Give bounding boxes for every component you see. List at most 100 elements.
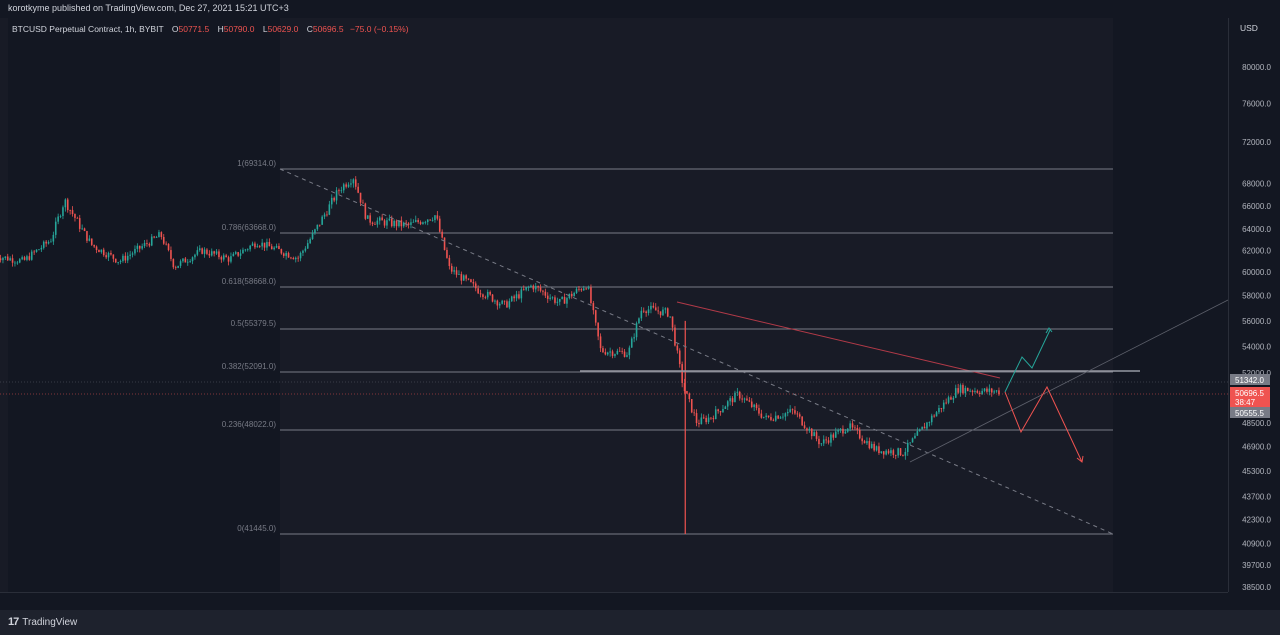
candle xyxy=(441,229,443,239)
candle xyxy=(686,390,688,394)
candle-body xyxy=(753,404,755,408)
tradingview-logo[interactable]: 17 TradingView xyxy=(8,616,77,628)
candle xyxy=(755,402,758,411)
candle-body xyxy=(0,258,2,261)
tv-brand-name: TradingView xyxy=(22,616,78,628)
candle xyxy=(645,310,647,317)
candle-body xyxy=(726,401,729,407)
candle xyxy=(573,291,575,297)
candle-body xyxy=(998,390,1000,395)
candle-body xyxy=(136,245,139,249)
candle-body xyxy=(280,249,283,254)
price-axis[interactable] xyxy=(1228,18,1280,592)
candle-body xyxy=(700,417,703,425)
candle xyxy=(926,421,928,431)
candle xyxy=(95,245,98,254)
candle-body xyxy=(592,303,595,311)
candle-body xyxy=(222,255,225,260)
candle xyxy=(726,400,729,411)
candle xyxy=(136,243,139,253)
fib-level-label: 1(69314.0) xyxy=(237,159,276,168)
candle xyxy=(995,389,998,393)
candle-body xyxy=(803,425,806,429)
candle-body xyxy=(342,184,345,191)
candle-body xyxy=(302,250,304,253)
candle-body xyxy=(81,228,83,230)
candle-body xyxy=(815,432,818,439)
candle-body xyxy=(414,220,417,222)
candle xyxy=(868,437,871,450)
candle xyxy=(186,258,189,266)
candle xyxy=(340,186,343,194)
candle xyxy=(746,395,748,401)
candle xyxy=(974,387,976,394)
candle xyxy=(832,432,835,441)
candle-body xyxy=(674,327,676,346)
candle xyxy=(707,413,710,425)
candle-body xyxy=(62,207,64,217)
candle-body xyxy=(722,409,724,413)
pre-range-shade xyxy=(8,18,280,592)
candle-body xyxy=(513,296,515,299)
bearish-arrow-head xyxy=(1076,455,1084,463)
candle xyxy=(621,347,623,355)
candle xyxy=(54,217,57,239)
candle-body xyxy=(810,428,813,437)
candle xyxy=(712,415,715,423)
candle xyxy=(273,246,275,251)
candle-body xyxy=(162,236,165,244)
candle-body xyxy=(472,282,475,284)
candle-body xyxy=(918,429,921,432)
footer-bar xyxy=(0,610,1280,635)
candle xyxy=(393,219,395,228)
drawings[interactable] xyxy=(0,168,1229,535)
candle-body xyxy=(158,232,160,238)
candle-body xyxy=(885,450,887,455)
candle xyxy=(369,212,371,226)
candle-body xyxy=(585,288,587,290)
candle-body xyxy=(971,390,974,392)
candle xyxy=(364,202,367,221)
candle xyxy=(722,404,724,413)
candle-body xyxy=(693,412,695,414)
candle xyxy=(302,249,304,257)
symbol-name: BTCUSD Perpetual Contract, 1h, BYBIT xyxy=(12,24,164,34)
candle-body xyxy=(11,258,14,263)
candle-body xyxy=(354,179,357,187)
candle xyxy=(947,395,950,405)
fib-retracement[interactable]: 1(69314.0) 0.786(63668.0) 0.618(58668.0) 0.… xyxy=(222,159,1113,535)
candle-body xyxy=(638,318,640,324)
candle-body xyxy=(95,246,98,250)
candle-body xyxy=(45,241,47,244)
bearish-projection xyxy=(1004,385,1083,463)
candle-body xyxy=(489,291,491,295)
candle xyxy=(597,322,599,341)
candle-body xyxy=(134,248,136,254)
candle-body xyxy=(426,219,429,223)
candle xyxy=(112,254,115,263)
candle xyxy=(851,420,854,430)
candle xyxy=(902,454,904,457)
candle xyxy=(489,290,491,296)
candle-body xyxy=(710,417,712,419)
candle xyxy=(978,390,981,397)
candle-body xyxy=(33,251,35,253)
candle-body xyxy=(594,310,597,323)
candle xyxy=(215,248,218,255)
candle-body xyxy=(782,416,784,418)
time-axis[interactable] xyxy=(0,592,1228,611)
candle xyxy=(546,292,549,303)
candle xyxy=(822,435,825,447)
candle-body xyxy=(734,392,736,403)
candle-body xyxy=(400,220,403,227)
currency-label[interactable]: USD xyxy=(1240,23,1258,33)
candle-body xyxy=(446,249,448,258)
candle xyxy=(347,182,350,188)
candle-body xyxy=(64,199,67,208)
candle-body xyxy=(230,256,232,262)
candle xyxy=(904,448,907,460)
candle xyxy=(654,303,657,311)
candle xyxy=(587,285,590,290)
candle xyxy=(808,426,811,433)
